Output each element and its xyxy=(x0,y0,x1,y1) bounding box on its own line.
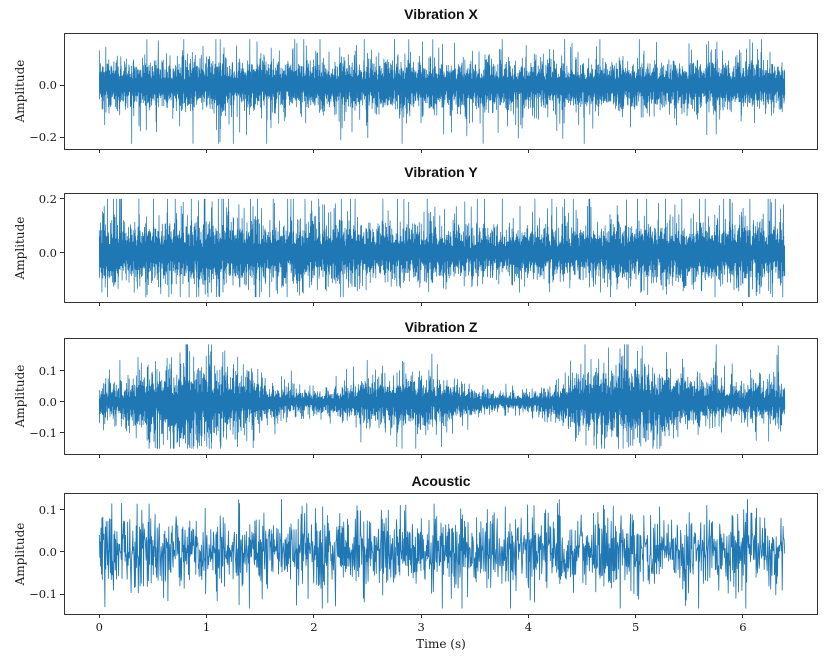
x-tick-mark xyxy=(527,302,529,306)
x-tick-mark xyxy=(635,454,637,458)
x-tick-mark xyxy=(527,614,529,618)
x-tick-mark xyxy=(206,149,208,153)
waveform-vibration-y xyxy=(98,198,786,298)
x-tick-mark xyxy=(420,454,422,458)
x-tick-mark xyxy=(206,454,208,458)
x-tick-mark xyxy=(635,614,637,618)
x-tick-mark xyxy=(742,614,744,618)
x-tick-mark xyxy=(98,302,100,306)
y-tick-mark xyxy=(60,198,64,200)
x-tick-mark xyxy=(313,614,315,618)
x-tick-mark xyxy=(313,302,315,306)
y-tick-mark xyxy=(60,509,64,511)
subplot-title-vibration-y: Vibration Y xyxy=(404,164,478,180)
x-tick-mark xyxy=(635,302,637,306)
x-tick-label: 3 xyxy=(417,620,425,634)
x-tick-mark xyxy=(313,149,315,153)
x-tick-mark xyxy=(635,149,637,153)
x-tick-label: 0 xyxy=(95,620,103,634)
y-tick-mark xyxy=(60,136,64,138)
x-tick-label: 4 xyxy=(524,620,533,634)
y-tick-label: 0.0 xyxy=(38,245,57,260)
x-tick-mark xyxy=(206,614,208,618)
waveform-vibration-x xyxy=(98,39,786,144)
axes-acoustic xyxy=(64,493,818,615)
waveform-acoustic xyxy=(98,499,786,609)
y-tick-mark xyxy=(60,370,64,372)
x-tick-mark xyxy=(420,149,422,153)
y-tick-label: 0.2 xyxy=(38,191,57,206)
y-tick-label: 0.1 xyxy=(38,502,57,517)
y-tick-mark xyxy=(60,593,64,595)
x-tick-mark xyxy=(420,614,422,618)
x-tick-mark xyxy=(742,149,744,153)
x-tick-mark xyxy=(313,454,315,458)
axes-vibration-y xyxy=(64,193,818,303)
x-tick-mark xyxy=(742,454,744,458)
x-tick-mark xyxy=(206,302,208,306)
axes-vibration-z xyxy=(64,338,818,455)
x-tick-label: 5 xyxy=(632,620,640,634)
y-tick-label: −0.2 xyxy=(29,130,57,145)
x-tick-mark xyxy=(527,454,529,458)
y-tick-label: 0.1 xyxy=(38,363,57,378)
subplot-title-vibration-x: Vibration X xyxy=(404,6,478,22)
y-tick-label: −0.1 xyxy=(29,425,57,440)
x-tick-mark xyxy=(98,454,100,458)
x-tick-mark xyxy=(527,149,529,153)
y-tick-mark xyxy=(60,432,64,434)
y-tick-mark xyxy=(60,84,64,86)
x-tick-mark xyxy=(420,302,422,306)
y-tick-label: −0.1 xyxy=(29,587,57,602)
y-tick-mark xyxy=(60,551,64,553)
x-tick-label: 6 xyxy=(739,620,747,634)
subplot-title-acoustic: Acoustic xyxy=(411,473,471,489)
subplot-title-vibration-z: Vibration Z xyxy=(404,319,478,335)
x-tick-mark xyxy=(742,302,744,306)
y-tick-mark xyxy=(60,401,64,403)
y-tick-mark xyxy=(60,252,64,254)
x-axis-label: Time (s) xyxy=(416,637,466,651)
y-tick-label: 0.0 xyxy=(38,394,57,409)
axes-vibration-x xyxy=(64,33,818,150)
waveform-vibration-z xyxy=(98,344,786,449)
y-tick-label: 0.0 xyxy=(38,78,57,93)
x-tick-mark xyxy=(98,149,100,153)
y-tick-label: 0.0 xyxy=(38,544,57,559)
x-tick-label: 2 xyxy=(310,620,318,634)
x-tick-label: 1 xyxy=(202,620,211,634)
x-tick-mark xyxy=(98,614,100,618)
